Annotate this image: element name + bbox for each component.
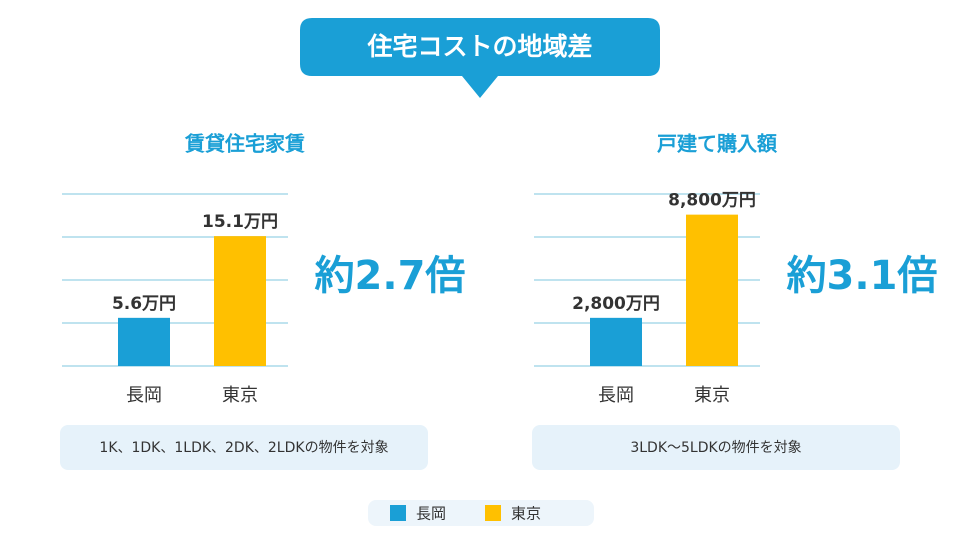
value-label: 15.1万円 [202,212,278,232]
page-title: 住宅コストの地域差 [366,32,592,61]
chart-title: 戸建て購入額 [657,132,778,156]
value-label: 2,800万円 [572,294,660,314]
bar [590,317,642,366]
legend-box [368,500,594,526]
legend-swatch [485,505,501,521]
category-label: 東京 [694,385,730,406]
bar [118,317,170,366]
title-bubble [300,18,660,98]
note: 1K、1DK、1LDK、2DK、2LDKの物件を対象 [99,440,388,456]
value-label: 8,800万円 [668,191,756,211]
comparison: 約2.7倍 [315,253,466,299]
legend-swatch [390,505,406,521]
bar [214,236,266,366]
category-label: 長岡 [126,385,162,406]
chart-title: 賃貸住宅家賃 [184,132,305,156]
category-label: 東京 [222,385,258,406]
note-box [60,425,428,470]
legend-label: 長岡 [416,505,446,523]
legend-label: 東京 [511,505,541,523]
category-label: 長岡 [598,385,634,406]
note: 3LDK〜5LDKの物件を対象 [630,440,801,456]
bar [686,214,738,366]
value-label: 5.6万円 [112,294,176,314]
comparison: 約3.1倍 [787,253,938,299]
note-box [532,425,900,470]
